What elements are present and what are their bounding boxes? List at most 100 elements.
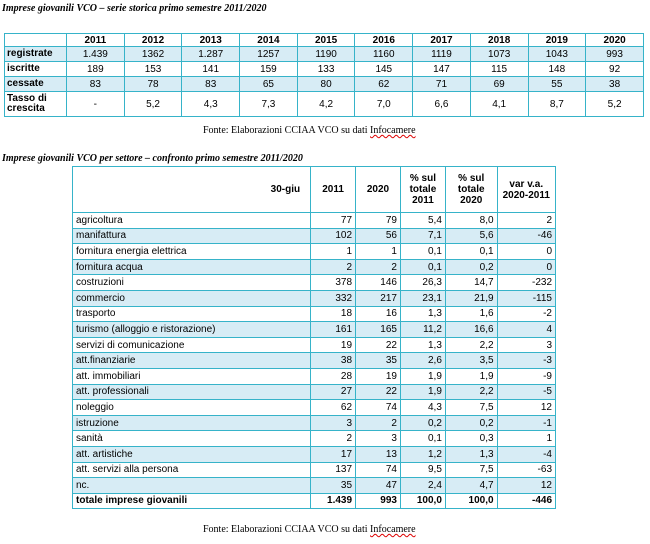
row-label: registrate xyxy=(4,46,67,62)
year-header: 2011 xyxy=(66,33,125,47)
table1-cell: 1190 xyxy=(296,46,356,62)
table1-cell: 141 xyxy=(181,61,241,77)
sector-label: att. servizi alla persona xyxy=(71,461,312,479)
table2-row: nc. 35 47 2,4 4,7 12 xyxy=(71,477,557,494)
table2-cell: 35 xyxy=(310,477,357,494)
total-cell: 993 xyxy=(355,492,401,510)
table2-source: Fonte: Elaborazioni CCIAA VCO su dati In… xyxy=(203,524,416,535)
table2-cell: 1,3 xyxy=(444,445,498,463)
date-header: 30-giu xyxy=(270,184,301,195)
table2-cell: 11,2 xyxy=(399,321,446,338)
table1-cell: 4,1 xyxy=(469,91,529,117)
table2-cell: 2 xyxy=(310,258,357,276)
table2-cell: 74 xyxy=(355,461,401,479)
table2-cell: 0,1 xyxy=(399,258,446,276)
table2-header: % sul totale 2011 xyxy=(399,166,446,213)
table2-cell: 2,2 xyxy=(444,383,498,401)
table2-cell: 14,7 xyxy=(444,274,498,291)
table2-row: noleggio 62 74 4,3 7,5 12 xyxy=(71,399,557,416)
table2-cell: 26,3 xyxy=(399,274,446,291)
table2-cell: 2 xyxy=(355,258,401,276)
year-header: 2016 xyxy=(354,33,414,47)
table2-cell: 1,9 xyxy=(444,367,498,385)
table2-row: trasporto 18 16 1,3 1,6 -2 xyxy=(71,305,557,323)
table1-cell: 62 xyxy=(354,76,414,92)
table1-cell: 1.287 xyxy=(181,46,241,62)
table2-cell: 0,1 xyxy=(444,243,498,260)
table2-row: agricoltura 77 79 5,4 8,0 2 xyxy=(71,212,557,229)
table2-cell: 13 xyxy=(355,445,401,463)
table2-cell: 7,5 xyxy=(444,461,498,479)
table1-cell: 65 xyxy=(239,76,298,92)
table2-cell: 3 xyxy=(355,430,401,447)
source1-text: Fonte: Elaborazioni CCIAA VCO su dati xyxy=(203,125,371,136)
table2-row: manifattura 102 56 7,1 5,6 -46 xyxy=(71,227,557,245)
table2-cell: 1,3 xyxy=(399,336,446,354)
table2-row: commercio 332 217 23,1 21,9 -115 xyxy=(71,289,557,307)
table2-cell: 2 xyxy=(496,212,557,229)
source2-link: Infocamere xyxy=(370,524,416,535)
total-cell: 100,0 xyxy=(399,492,446,510)
sector-label: trasporto xyxy=(71,305,312,323)
time-series-table: 2011 2012 2013 2014 2015 2016 2017 2018 2019 2020… xyxy=(4,33,644,117)
table1-cell: 115 xyxy=(469,61,529,77)
table1-cell: 1043 xyxy=(527,46,587,62)
table1-cell: 189 xyxy=(66,61,125,77)
source2-text: Fonte: Elaborazioni CCIAA VCO su dati xyxy=(203,524,371,535)
table2-cell: 0,2 xyxy=(399,414,446,432)
table2-row: att. artistiche 17 13 1,2 1,3 -4 xyxy=(71,445,557,463)
table2-row: istruzione 3 2 0,2 0,2 -1 xyxy=(71,414,557,432)
table1-cell: 5,2 xyxy=(585,91,644,117)
table2-cell: 0,2 xyxy=(444,258,498,276)
year-header: 2020 xyxy=(585,33,644,47)
table2-row: att. servizi alla persona 137 74 9,5 7,5 -63 xyxy=(71,461,557,479)
sector-table: 30-giu 2011 2020% sul totale 2011% sul tot… xyxy=(71,166,557,510)
table2-cell: 18 xyxy=(310,305,357,323)
table2-cell: 0 xyxy=(496,243,557,260)
table2-row: att. immobiliari 28 19 1,9 1,9 -9 xyxy=(71,367,557,385)
table1-cell: 159 xyxy=(239,61,298,77)
table2-cell: 8,0 xyxy=(444,212,498,229)
year-header: 2012 xyxy=(123,33,183,47)
row-label: cessate xyxy=(4,76,67,92)
table1-cell: 1073 xyxy=(469,46,529,62)
table2-header: var v.a. 2020-2011 xyxy=(496,166,557,213)
table2-cell: -9 xyxy=(496,367,557,385)
sector-label: att.finanziarie xyxy=(71,352,312,369)
sector-label: manifattura xyxy=(71,227,312,245)
table2-cell: 3 xyxy=(310,414,357,432)
table2-cell: 17 xyxy=(310,445,357,463)
table1-cell: 1119 xyxy=(412,46,471,62)
sector-label: att. immobiliari xyxy=(71,367,312,385)
table1-cell: 1160 xyxy=(354,46,414,62)
table2-cell: 4,3 xyxy=(399,399,446,416)
sector-label: noleggio xyxy=(71,399,312,416)
table1-cell: 83 xyxy=(181,76,241,92)
table2-cell: 12 xyxy=(496,399,557,416)
table2-cell: 23,1 xyxy=(399,289,446,307)
table1-cell: 4,3 xyxy=(181,91,241,117)
table2-cell: 2,4 xyxy=(399,477,446,494)
table2-cell: 332 xyxy=(310,289,357,307)
table2-header: 2020 xyxy=(355,166,401,213)
total-cell: -446 xyxy=(496,492,557,510)
table1-cell: 8,7 xyxy=(527,91,587,117)
table2-cell: -3 xyxy=(496,352,557,369)
table1-cell: 7,0 xyxy=(354,91,414,117)
table2-cell: 0,1 xyxy=(399,243,446,260)
table2-title: Imprese giovanili VCO per settore – conf… xyxy=(2,153,303,164)
table2-header: % sul totale 2020 xyxy=(444,166,498,213)
table2-cell: -5 xyxy=(496,383,557,401)
sector-label: fornitura energia elettrica xyxy=(71,243,312,260)
sector-label: costruzioni xyxy=(71,274,312,291)
table2-cell: -4 xyxy=(496,445,557,463)
sector-label: nc. xyxy=(71,477,312,494)
table1-cell: 153 xyxy=(123,61,183,77)
table2-cell: 378 xyxy=(310,274,357,291)
table2-row: fornitura energia elettrica 1 1 0,1 0,1 0 xyxy=(71,243,557,260)
table2-cell: -2 xyxy=(496,305,557,323)
table1-cell: 1257 xyxy=(239,46,298,62)
table2-cell: 35 xyxy=(355,352,401,369)
table2-cell: 0,3 xyxy=(444,430,498,447)
table2-cell: 1,3 xyxy=(399,305,446,323)
